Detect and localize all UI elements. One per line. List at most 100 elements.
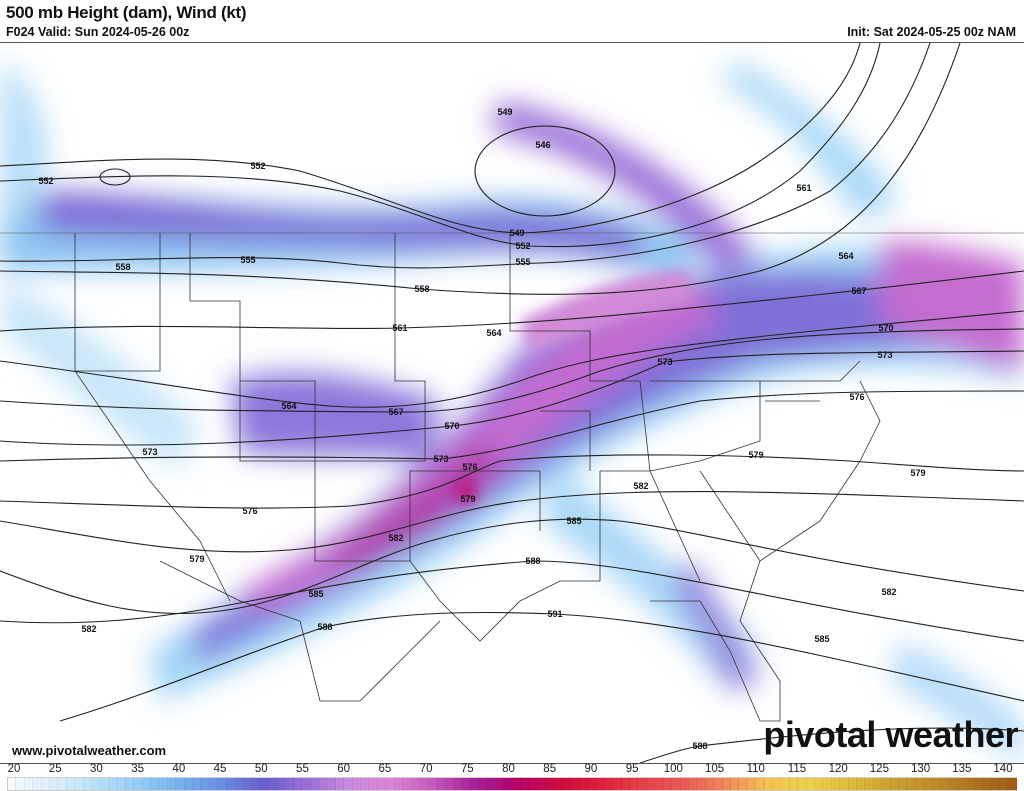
- height-contours: [0, 43, 1024, 763]
- contour-label: 552: [515, 241, 530, 251]
- contour-label: 585: [566, 516, 581, 526]
- contour-label: 555: [515, 257, 530, 267]
- colorbar-swatch: [184, 778, 193, 790]
- colorbar-swatch: [24, 778, 34, 790]
- contour-label: 561: [392, 323, 407, 333]
- colorbar-swatch: [92, 778, 101, 790]
- colorbar-swatch: [613, 778, 622, 790]
- contour-label: 573: [877, 350, 892, 360]
- colorbar-swatch: [293, 778, 303, 790]
- colorbar-swatch: [907, 778, 916, 790]
- colorbar-swatch: [344, 778, 353, 790]
- init-time: Init: Sat 2024-05-25 00z NAM: [847, 25, 1016, 39]
- colorbar-swatch: [260, 778, 269, 790]
- colorbar-swatch: [218, 778, 227, 790]
- contour-label: 582: [633, 481, 648, 491]
- colorbar-tick-label: 80: [502, 763, 515, 775]
- contour-label: 558: [115, 262, 130, 272]
- colorbar-swatch: [588, 778, 597, 790]
- colorbar-swatch: [108, 778, 118, 790]
- colorbar-swatch: [386, 778, 395, 790]
- colorbar-tick-label: 75: [460, 763, 474, 775]
- colorbar-swatch: [310, 778, 320, 790]
- colorbar-tick-label: 95: [625, 763, 639, 775]
- colorbar-swatch: [873, 778, 883, 790]
- colorbar-swatch: [764, 778, 773, 790]
- colorbar-swatch: [999, 778, 1009, 790]
- colorbar-tick-label: 85: [543, 763, 557, 775]
- colorbar-swatch: [924, 778, 933, 790]
- colorbar-swatch: [949, 778, 958, 790]
- colorbar-swatch: [789, 778, 799, 790]
- colorbar-swatch: [461, 778, 471, 790]
- colorbar-swatch: [596, 778, 605, 790]
- colorbar-labels: 20 25 30 35 40 45 50 55 60 65 70 75 80 85 90 95 100 105 11…: [0, 763, 1024, 777]
- colorbar-swatch: [688, 778, 698, 790]
- colorbar-tick-label: 45: [213, 763, 227, 775]
- contour-label: 564: [281, 401, 296, 411]
- colorbar-swatch: [646, 778, 656, 790]
- colorbar-tick-label: 105: [704, 763, 725, 775]
- weather-map[interactable]: 549 546 552 552 561 549 552 555 558 555 564 567 558 5…: [0, 42, 1024, 764]
- colorbar-swatch: [243, 778, 252, 790]
- colorbar-swatch: [579, 778, 589, 790]
- colorbar-tick-label: 125: [869, 763, 889, 775]
- contour-label: 585: [814, 634, 829, 644]
- contour-label: 564: [486, 328, 501, 338]
- colorbar-tick-label: 115: [787, 763, 807, 775]
- colorbar-swatch: [655, 778, 664, 790]
- contour-label: 567: [851, 286, 866, 296]
- colorbar-tick-label: 135: [952, 763, 972, 775]
- colorbar-swatch: [478, 778, 488, 790]
- colorbar-swatch: [882, 778, 891, 790]
- colorbar-swatch: [705, 778, 715, 790]
- colorbar-swatch: [537, 778, 546, 790]
- colorbar-swatch: [865, 778, 874, 790]
- colorbar-swatch: [192, 778, 202, 790]
- colorbar-tick-label: 120: [828, 763, 848, 775]
- colorbar-swatch: [150, 778, 160, 790]
- colorbar-swatch: [335, 778, 345, 790]
- chart-title: 500 mb Height (dam), Wind (kt): [6, 3, 247, 22]
- pivotal-weather-logo: pivotal weather: [763, 714, 1018, 755]
- colorbar-tick-label: 110: [746, 763, 765, 775]
- colorbar-swatch: [495, 778, 504, 790]
- colorbar-swatch: [503, 778, 513, 790]
- colorbar-swatch: [403, 778, 412, 790]
- colorbar-swatch: [285, 778, 294, 790]
- colorbar-swatch: [630, 778, 639, 790]
- contour-label: 579: [460, 494, 475, 504]
- wind-speed-colorbar: [7, 777, 1017, 791]
- colorbar-swatch: [571, 778, 580, 790]
- colorbar-swatch: [722, 778, 731, 790]
- colorbar-swatch: [840, 778, 849, 790]
- colorbar-swatch: [899, 778, 908, 790]
- colorbar-swatch: [8, 778, 17, 790]
- colorbar-tick-label: 55: [296, 763, 309, 775]
- colorbar-swatch: [83, 778, 93, 790]
- colorbar-swatch: [16, 778, 25, 790]
- colorbar-swatch: [823, 778, 832, 790]
- colorbar-swatch: [33, 778, 42, 790]
- colorbar-swatch: [201, 778, 210, 790]
- website-url[interactable]: www.pivotalweather.com: [12, 743, 167, 758]
- colorbar-tick-label: 90: [584, 763, 598, 775]
- colorbar-tick-label: 50: [254, 763, 268, 775]
- colorbar-tick-label: 20: [7, 763, 21, 775]
- colorbar-swatch: [966, 778, 975, 790]
- colorbar-swatch: [621, 778, 631, 790]
- colorbar-swatch: [697, 778, 706, 790]
- colorbar-swatch: [1008, 778, 1017, 790]
- colorbar-swatch: [453, 778, 462, 790]
- contour-label: 570: [444, 421, 459, 431]
- colorbar-tick-label: 100: [663, 763, 683, 775]
- colorbar-swatch: [520, 778, 530, 790]
- contour-label: 573: [657, 357, 672, 367]
- colorbar-swatch: [167, 778, 177, 790]
- colorbar-swatch: [487, 778, 496, 790]
- colorbar-swatch: [562, 778, 572, 790]
- colorbar-swatch: [176, 778, 185, 790]
- colorbar-swatch: [445, 778, 454, 790]
- colorbar-swatch: [932, 778, 942, 790]
- colorbar-swatch: [352, 778, 362, 790]
